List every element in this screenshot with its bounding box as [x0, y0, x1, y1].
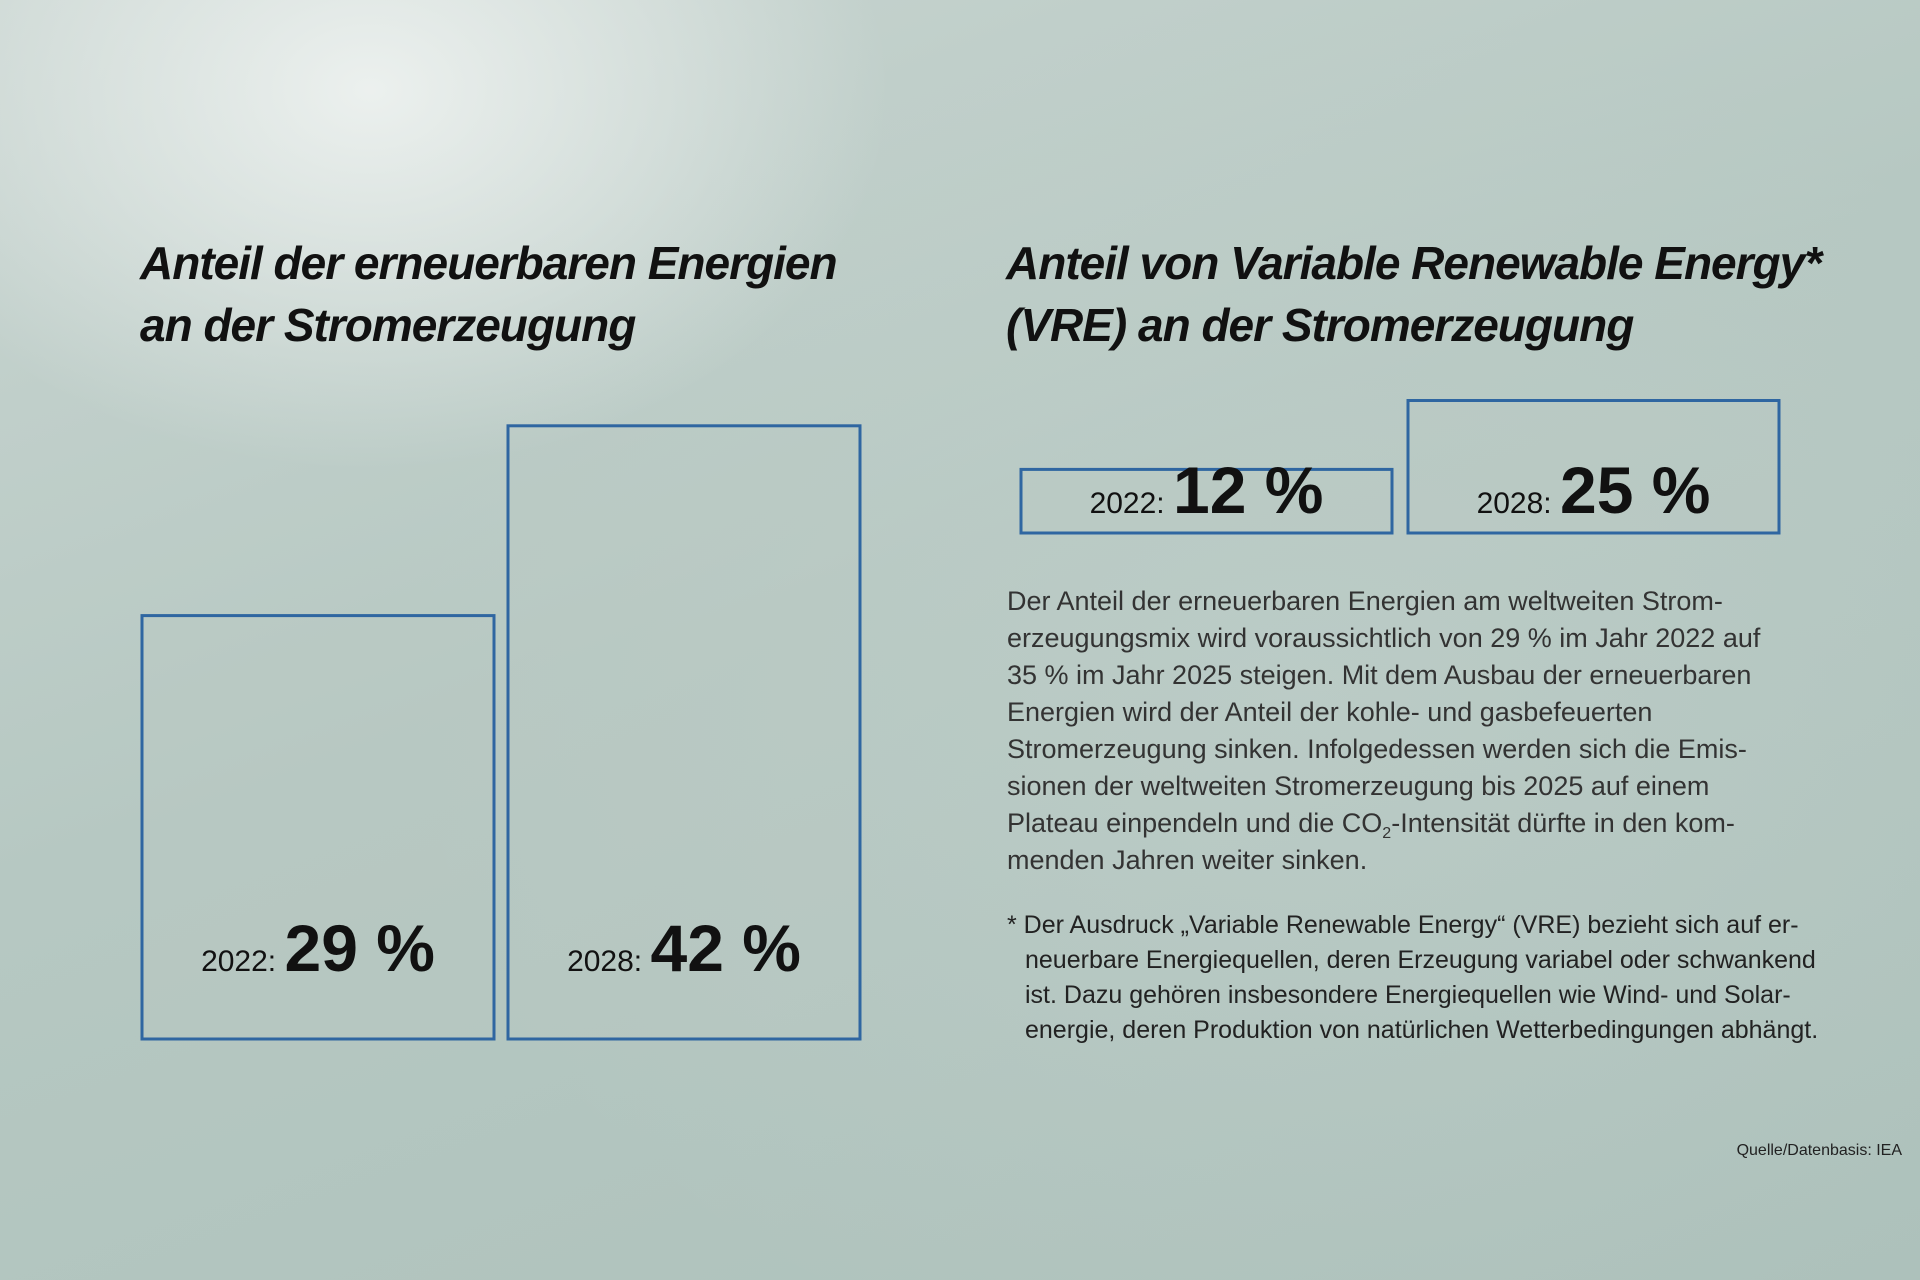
description-part2: -Intensität dürfte in den kom­menden Jah… [1007, 808, 1735, 875]
bar-year-label: 2028: [567, 945, 650, 978]
bar-label-2022-chart2: 2022: 12 % [1090, 453, 1324, 527]
bar-value-label: 42 % [650, 911, 800, 985]
bar-value-label: 29 % [284, 911, 434, 985]
bar-label-2028-chart1: 2028: 42 % [567, 911, 801, 985]
bar-2028-chart1 [506, 424, 862, 1041]
chart-title-renewables: Anteil der erneuerbaren Energien an der … [140, 237, 838, 351]
description-part1: Der Anteil der erneuerbaren Energien am … [1007, 586, 1761, 838]
co2-subscript: 2 [1382, 825, 1392, 842]
vre-footnote: * Der Ausdruck „Variable Renewable Energ… [1007, 911, 1819, 1044]
bar-label-2028-chart2: 2028: 25 % [1477, 453, 1711, 527]
bar-2022-chart1 [140, 614, 496, 1041]
bar-label-2022-chart1: 2022: 29 % [201, 911, 435, 985]
bar-year-label: 2028: [1477, 487, 1560, 520]
bar-year-label: 2022: [1090, 487, 1173, 520]
chart-title-vre: Anteil von Variable Renewable Energy* (V… [1006, 237, 1822, 351]
bar-2028-chart2 [1406, 399, 1781, 535]
bar-2022-chart2 [1019, 467, 1394, 535]
description-text: Der Anteil der erneuerbaren Energien am … [1007, 583, 1797, 879]
bar-value-label: 25 % [1560, 453, 1710, 527]
bar-year-label: 2022: [201, 945, 284, 978]
source-note: Quelle/Datenbasis: IEA [1736, 1142, 1902, 1159]
bar-value-label: 12 % [1173, 453, 1323, 527]
